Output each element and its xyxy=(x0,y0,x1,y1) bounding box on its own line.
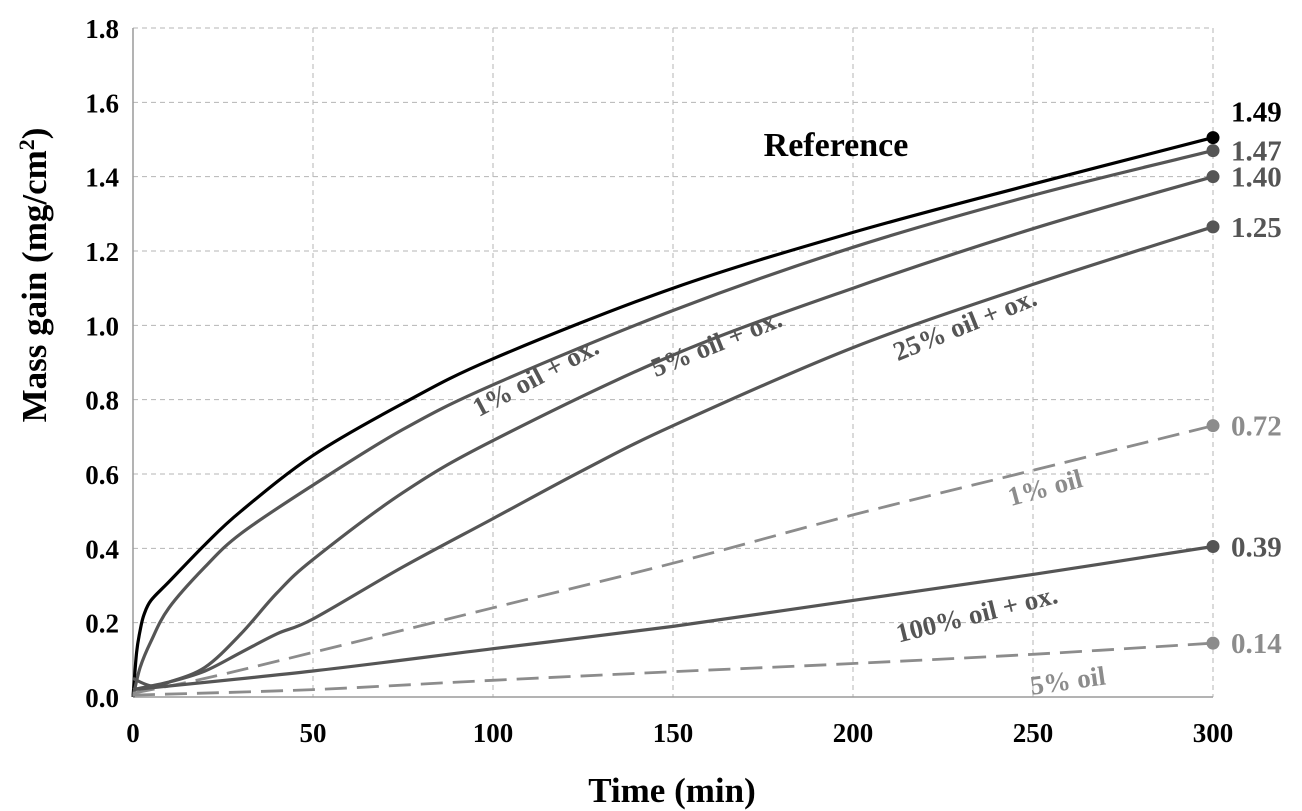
series-line-6 xyxy=(132,641,1214,697)
series-endpoint-5 xyxy=(1206,539,1220,553)
series-end-label-0: 1.49 xyxy=(1231,97,1282,129)
series-endpoint-2 xyxy=(1206,170,1220,184)
series-end-label-2: 1.40 xyxy=(1231,162,1282,194)
y-axis-title-main: Mass gain (mg/cm xyxy=(15,150,54,422)
series-end-label-4: 0.72 xyxy=(1231,411,1282,443)
x-tick-label: 300 xyxy=(1193,718,1234,748)
series-line-3 xyxy=(132,225,1214,692)
y-tick-label: 1.2 xyxy=(85,237,119,267)
series-layer: 1.49 1.471.40 1.25 0.72 0.39 0.14 xyxy=(131,97,1282,698)
y-tick-label: 0.4 xyxy=(85,534,119,564)
series-end-label-6: 0.14 xyxy=(1231,628,1282,660)
series-endpoint-3 xyxy=(1206,220,1220,234)
annotation-reference: Reference xyxy=(764,127,909,164)
y-tick-label: 1.8 xyxy=(85,14,119,44)
y-axis-title: Mass gain (mg/cm2) xyxy=(14,128,54,423)
y-tick-label: 1.0 xyxy=(85,311,119,341)
y-tick-label: 1.4 xyxy=(85,163,119,193)
series-label-4: 1% oil xyxy=(1005,463,1086,512)
series-end-label-5: 0.39 xyxy=(1231,531,1282,563)
y-axis-title-superscript: 2 xyxy=(14,139,39,150)
axes: 0 50 100 150 200 250 300 0.0 0.2 0.4 0.6 0.8 1.0 1.2 1… xyxy=(85,14,1233,748)
series-line-1 xyxy=(131,149,1214,698)
series-label-1: 1% oil + ox. xyxy=(467,331,603,422)
y-axis-title-close: ) xyxy=(15,128,54,140)
series-line-0 xyxy=(131,136,1214,698)
series-endpoint-0 xyxy=(1206,131,1220,145)
x-tick-label: 200 xyxy=(833,718,874,748)
y-tick-label: 0.0 xyxy=(85,683,119,713)
x-tick-label: 250 xyxy=(1013,718,1054,748)
x-tick-label: 0 xyxy=(126,718,140,748)
y-tick-label: 0.8 xyxy=(85,386,119,416)
series-end-label-1: 1.47 xyxy=(1231,136,1282,168)
series-line-4 xyxy=(132,424,1214,695)
series-endpoint-1 xyxy=(1206,144,1220,158)
x-axis-title: Time (min) xyxy=(588,771,756,810)
grid xyxy=(133,27,1214,697)
y-tick-label: 0.2 xyxy=(85,609,119,639)
series-label-6: 5% oil xyxy=(1028,660,1108,700)
series-label-2: 5% oil + ox. xyxy=(647,303,787,383)
labels-layer: 1% oil + ox. 5% oil + ox. 25% oil + ox.1% … xyxy=(467,282,1107,701)
series-end-label-3: 1.25 xyxy=(1231,212,1282,244)
y-tick-label: 0.6 xyxy=(85,460,119,490)
series-endpoint-6 xyxy=(1206,636,1220,650)
series-line-5 xyxy=(132,544,1214,692)
x-tick-label: 150 xyxy=(653,718,694,748)
series-endpoint-4 xyxy=(1206,419,1220,433)
x-tick-label: 100 xyxy=(473,718,514,748)
y-tick-label: 1.6 xyxy=(85,88,119,118)
x-tick-label: 50 xyxy=(300,718,327,748)
